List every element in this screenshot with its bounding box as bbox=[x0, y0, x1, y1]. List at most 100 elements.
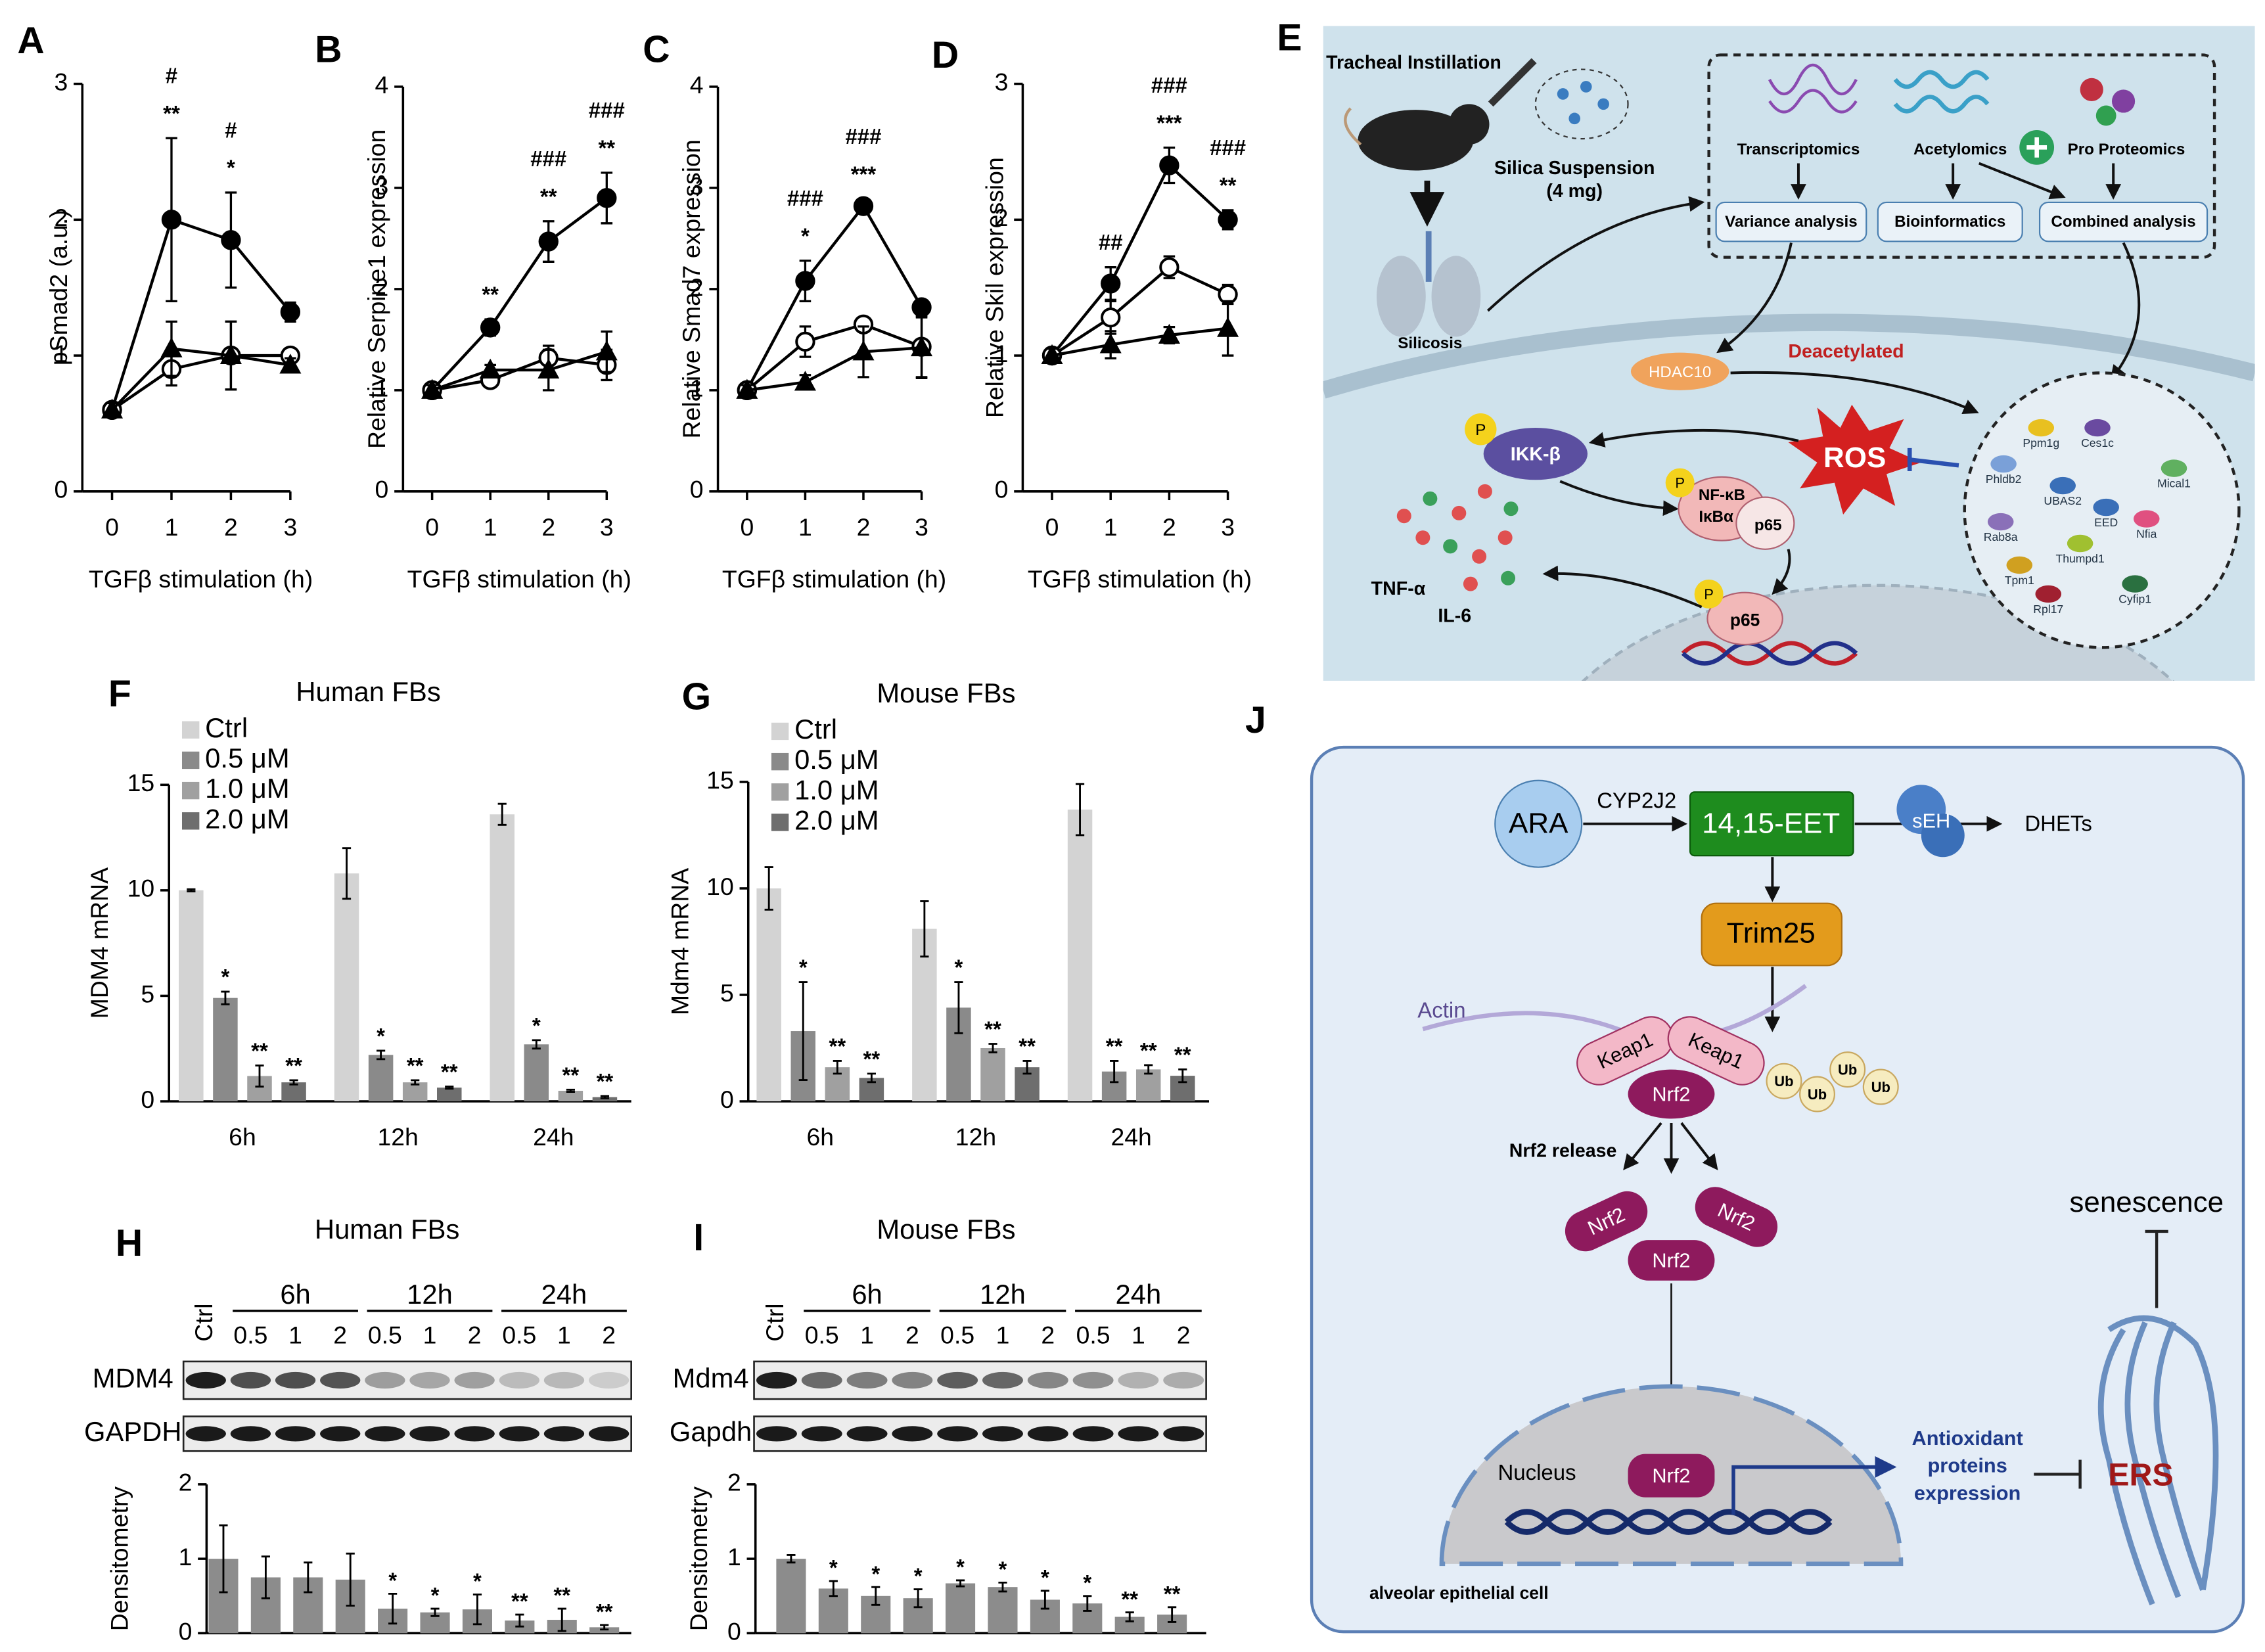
blot-band bbox=[982, 1426, 1023, 1442]
arrow bbox=[1542, 565, 1703, 608]
error-bar bbox=[787, 1554, 796, 1564]
blot-band bbox=[409, 1371, 450, 1389]
y-tick-label: 1 bbox=[375, 375, 389, 402]
label: P bbox=[1704, 586, 1714, 603]
legend-label: 0.5 μM bbox=[794, 744, 879, 775]
label: NF-κB bbox=[1699, 486, 1745, 504]
nrf2 bbox=[1628, 1069, 1715, 1119]
phospho bbox=[1694, 579, 1724, 608]
y-tick-label: 2 bbox=[179, 1469, 193, 1496]
label: Ub bbox=[1774, 1073, 1793, 1090]
label: TNF-α bbox=[1371, 578, 1426, 599]
blot-band bbox=[1163, 1371, 1204, 1389]
error-bar bbox=[411, 1079, 420, 1086]
error-bar bbox=[497, 802, 507, 826]
series-line bbox=[110, 347, 291, 411]
protein-label: Ces1c bbox=[2081, 436, 2114, 449]
significance: ** bbox=[1174, 1042, 1191, 1067]
diagram-e: Tracheal Instillation Silica Suspension … bbox=[1323, 26, 2255, 681]
y-tick-label: 0 bbox=[720, 1086, 734, 1113]
x-tick-label: 1 bbox=[798, 513, 812, 541]
protein-label: UBAS2 bbox=[2044, 494, 2082, 507]
legend-swatch bbox=[771, 814, 789, 831]
bar bbox=[776, 1559, 806, 1634]
legend-label: 1.0 μM bbox=[794, 774, 879, 805]
significance: ** bbox=[562, 1063, 580, 1087]
significance: ** bbox=[1140, 1038, 1157, 1063]
ub bbox=[1799, 1076, 1835, 1113]
x-tick-label: 24h bbox=[533, 1123, 574, 1151]
protein bbox=[2035, 585, 2062, 603]
label: ROS bbox=[1823, 442, 1886, 474]
label: HDAC10 bbox=[1649, 363, 1711, 381]
blot-band bbox=[588, 1371, 629, 1389]
bar bbox=[368, 1055, 394, 1101]
y-tick-label: 10 bbox=[127, 875, 155, 902]
y-tick-label: 5 bbox=[141, 980, 154, 1007]
series-line bbox=[1051, 327, 1228, 357]
significance: * bbox=[799, 955, 808, 979]
mouse bbox=[1358, 110, 1474, 171]
arrow bbox=[1716, 242, 1793, 354]
error-bar bbox=[472, 1594, 482, 1626]
x-axis-label: TGFβ stimulation (h) bbox=[407, 565, 631, 593]
y-axis-label: Relative Skil expression bbox=[981, 157, 1009, 418]
analysis-box bbox=[1877, 201, 2023, 242]
label: Variance analysis bbox=[1725, 213, 1858, 231]
dot bbox=[1477, 484, 1492, 499]
label: expression bbox=[1914, 1481, 2021, 1504]
bar bbox=[490, 814, 515, 1101]
blot-band bbox=[454, 1371, 495, 1389]
panel-label: G bbox=[682, 676, 711, 718]
mouse-tail bbox=[1344, 107, 1362, 146]
significance: ** bbox=[251, 1038, 268, 1063]
y-tick-label: 4 bbox=[375, 71, 389, 99]
significance: ** bbox=[511, 1589, 528, 1613]
error-bar bbox=[867, 1072, 876, 1084]
error-bar bbox=[998, 1581, 1007, 1593]
label: IL-6 bbox=[1438, 606, 1471, 627]
silica-bubble bbox=[1534, 68, 1629, 140]
protein-label: Cyfip1 bbox=[2118, 592, 2151, 605]
blot-band bbox=[1027, 1371, 1068, 1389]
label: Combined analysis bbox=[2051, 213, 2195, 231]
error-bar bbox=[289, 1079, 298, 1086]
analysis-box bbox=[1715, 201, 1867, 242]
x-tick-label: 0 bbox=[740, 513, 754, 541]
label: senescence bbox=[2069, 1186, 2224, 1218]
x-tick-label: 3 bbox=[1221, 513, 1235, 541]
protein-label: Rab8a bbox=[1984, 530, 2018, 543]
inhibit bbox=[1907, 447, 1959, 472]
y-tick-label: 0 bbox=[141, 1086, 154, 1113]
legend-swatch bbox=[181, 721, 200, 739]
marker bbox=[595, 340, 618, 361]
significance: ** bbox=[984, 1017, 1001, 1041]
eet bbox=[1689, 791, 1854, 857]
error-bar bbox=[600, 1624, 609, 1631]
arrow bbox=[1772, 549, 1791, 595]
lane-label: Ctrl bbox=[190, 1303, 217, 1341]
y-tick-label: 2 bbox=[375, 273, 389, 301]
error-bar bbox=[187, 888, 196, 892]
panel-label: D bbox=[932, 34, 959, 76]
lane-label: 0.5 bbox=[805, 1321, 839, 1348]
protein-label: Ppm1g bbox=[2023, 436, 2059, 449]
omics-icon bbox=[2080, 78, 2103, 101]
blot-band bbox=[454, 1426, 495, 1442]
inhibit bbox=[2034, 1459, 2082, 1489]
significance: ** bbox=[285, 1053, 302, 1078]
annotation: ** bbox=[482, 283, 499, 307]
panel-label: B bbox=[315, 28, 342, 70]
panel-label: E bbox=[1277, 17, 1302, 59]
marker bbox=[480, 317, 501, 338]
bar bbox=[756, 888, 781, 1101]
y-axis-label: Relative Serpine1 expression bbox=[363, 129, 390, 449]
error-bar bbox=[829, 1580, 838, 1597]
annotation: *** bbox=[851, 162, 877, 186]
blot-band bbox=[892, 1426, 933, 1442]
marker bbox=[221, 230, 241, 250]
ros bbox=[1788, 404, 1921, 515]
series-line bbox=[1051, 163, 1229, 357]
x-tick-label: 1 bbox=[1104, 513, 1118, 541]
